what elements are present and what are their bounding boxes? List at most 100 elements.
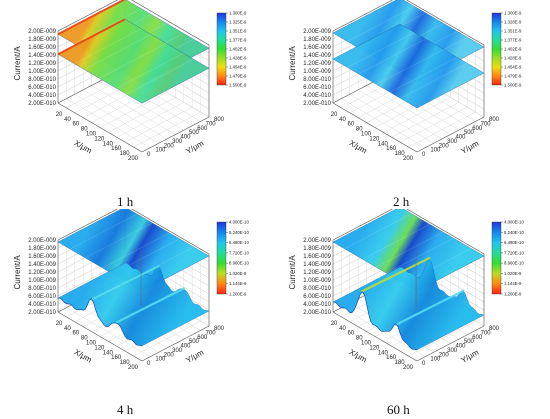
grid-line bbox=[66, 98, 151, 148]
y-tick-label: 0 bbox=[422, 152, 426, 158]
y-tick-label: 600 bbox=[197, 335, 208, 341]
y-tick-label: 200 bbox=[164, 143, 175, 149]
current-surface bbox=[57, 262, 210, 347]
z-tick-label: 2.00E-010 bbox=[28, 310, 56, 316]
x-tick-label: 160 bbox=[386, 146, 397, 152]
axis-line bbox=[57, 0, 118, 32]
z-tick-label: 1.20E-009 bbox=[303, 270, 331, 276]
ridge-crest bbox=[115, 287, 185, 324]
x-tick-label: 180 bbox=[120, 360, 131, 366]
z-tick-label: 2.00E-009 bbox=[28, 238, 56, 244]
x-tick-label: 60 bbox=[73, 122, 80, 128]
colorbar-label: 1.479E-9 bbox=[229, 74, 247, 79]
z-tick-label: 1.80E-009 bbox=[303, 37, 331, 43]
ridge-crest bbox=[361, 256, 431, 293]
y-tick-label: 700 bbox=[206, 121, 217, 127]
grid-line bbox=[66, 307, 151, 357]
surface-texture bbox=[85, 222, 153, 259]
colorbar-label: 1.300E-9 bbox=[504, 11, 522, 16]
y-tick-label: 400 bbox=[456, 135, 467, 141]
axis-line bbox=[416, 116, 485, 153]
surface-texture bbox=[400, 63, 468, 99]
x-tick-label: 200 bbox=[128, 156, 139, 162]
x-tick-label: 120 bbox=[369, 345, 380, 351]
y-axis-title: Y/μm bbox=[184, 139, 205, 156]
y-tick-label: 300 bbox=[447, 348, 458, 354]
z-tick-label: 1.60E-009 bbox=[28, 254, 56, 260]
x-tick-label: 20 bbox=[331, 321, 338, 327]
surface-edge bbox=[57, 18, 126, 56]
colorbar-label: 8.960E-10 bbox=[229, 261, 249, 266]
colorbar-label: 1.402E-9 bbox=[229, 47, 247, 52]
x-tick-label: 80 bbox=[356, 336, 363, 342]
y-tick-label: 500 bbox=[464, 339, 475, 345]
x-tick-label: 200 bbox=[403, 365, 414, 371]
colorbar-label: 4.000E-10 bbox=[504, 220, 524, 225]
z-tick-label: 1.20E-009 bbox=[303, 61, 331, 67]
panel-2h: 2.00E-010 4.00E-010 6.00E-010 8.00E-010 1.00… bbox=[275, 0, 550, 209]
z-tick-label: 8.00E-010 bbox=[28, 77, 56, 83]
colorbar-label: 1.325E-9 bbox=[229, 20, 247, 25]
z-tick-label: 2.00E-010 bbox=[303, 310, 331, 316]
surface-edge bbox=[332, 291, 418, 351]
y-tick-label: 100 bbox=[430, 148, 441, 154]
axis-line bbox=[141, 116, 210, 153]
surface-edge bbox=[57, 0, 126, 36]
z-tick-label: 8.00E-010 bbox=[28, 286, 56, 292]
y-tick-label: 500 bbox=[189, 339, 200, 345]
y-tick-label: 800 bbox=[214, 326, 225, 332]
y-tick-label: 700 bbox=[481, 330, 492, 336]
surface-plot: 2.00E-010 4.00E-010 6.00E-010 8.00E-010 1.00… bbox=[13, 209, 249, 371]
grid-line bbox=[99, 80, 184, 131]
axis-line bbox=[332, 311, 418, 362]
colorbar-label: 1.300E-9 bbox=[229, 11, 247, 16]
y-tick-label: 200 bbox=[439, 143, 450, 149]
x-tick-label: 160 bbox=[111, 355, 122, 361]
colorbar bbox=[491, 12, 502, 86]
y-tick-label: 400 bbox=[456, 344, 467, 350]
z-tick-label: 2.00E-009 bbox=[303, 29, 331, 35]
grid-line bbox=[83, 89, 168, 140]
z-tick-label: 1.00E-009 bbox=[28, 278, 56, 284]
colorbar-label: 1.377E-9 bbox=[504, 38, 522, 43]
x-tick-label: 40 bbox=[64, 117, 71, 123]
y-tick-label: 100 bbox=[155, 357, 166, 363]
z-axis-title: Current/A bbox=[288, 255, 297, 290]
x-tick-label: 120 bbox=[369, 136, 380, 142]
z-tick-label: 4.00E-010 bbox=[28, 302, 56, 308]
z-tick-label: 1.60E-009 bbox=[28, 45, 56, 51]
x-tick-label: 200 bbox=[403, 156, 414, 162]
y-tick-label: 200 bbox=[439, 352, 450, 358]
y-tick-label: 800 bbox=[489, 117, 500, 123]
colorbar bbox=[491, 221, 502, 295]
surface-texture bbox=[69, 213, 138, 250]
x-tick-label: 80 bbox=[81, 127, 88, 133]
x-axis-title: X/μm bbox=[73, 347, 94, 364]
x-tick-label: 60 bbox=[348, 122, 355, 128]
x-tick-label: 120 bbox=[94, 136, 105, 142]
x-tick-label: 100 bbox=[86, 341, 97, 347]
surface-texture bbox=[126, 59, 194, 95]
surface-plot: 2.00E-010 4.00E-010 6.00E-010 8.00E-010 1.00… bbox=[288, 0, 522, 162]
z-tick-label: 1.80E-009 bbox=[28, 37, 56, 43]
colorbar-label: 1.144E-9 bbox=[504, 281, 522, 286]
x-tick-label: 140 bbox=[378, 141, 389, 147]
colorbar-label: 5.240E-10 bbox=[229, 230, 249, 235]
colorbar-label: 1.144E-9 bbox=[229, 281, 247, 286]
panel-label: 60 h bbox=[387, 402, 410, 417]
z-tick-label: 4.00E-010 bbox=[303, 93, 331, 99]
x-tick-label: 40 bbox=[339, 117, 346, 123]
z-tick-label: 1.00E-009 bbox=[28, 69, 56, 75]
surface-texture bbox=[362, 224, 430, 260]
x-tick-label: 100 bbox=[361, 341, 372, 347]
axis-line bbox=[131, 209, 210, 255]
y-tick-label: 400 bbox=[181, 344, 192, 350]
z-tick-label: 1.20E-009 bbox=[28, 270, 56, 276]
x-tick-label: 200 bbox=[128, 365, 139, 371]
x-tick-label: 180 bbox=[120, 151, 131, 157]
colorbar-label: 1.454E-9 bbox=[504, 65, 522, 70]
surface-texture bbox=[102, 232, 170, 269]
x-tick-label: 40 bbox=[64, 326, 71, 332]
x-tick-label: 180 bbox=[395, 151, 406, 157]
x-tick-label: 140 bbox=[103, 350, 114, 356]
